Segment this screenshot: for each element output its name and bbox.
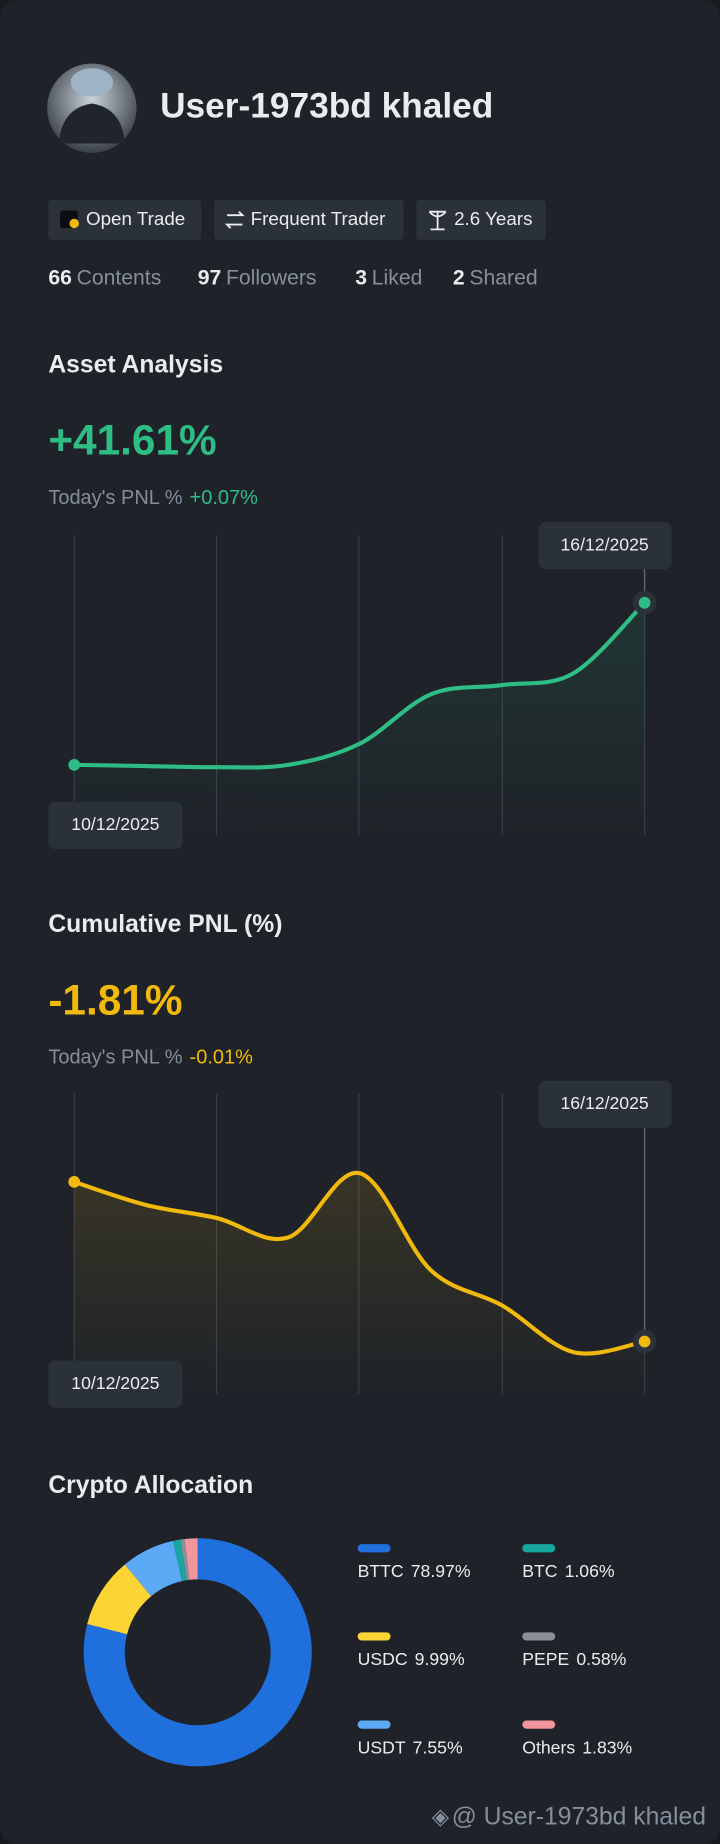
legend-value: 0.58% [576, 1649, 626, 1669]
legend-name: USDC [358, 1649, 408, 1669]
badge[interactable] [416, 199, 546, 240]
user-name: User-1973bd khaled [160, 87, 493, 126]
stat-label: Contents [77, 266, 162, 289]
legend-swatch [357, 1544, 391, 1553]
donut-segment [184, 1538, 199, 1580]
badge[interactable] [48, 199, 202, 240]
badge-label: Open Trade [86, 208, 185, 229]
headline-value: -1.81% [48, 976, 182, 1023]
date-label: 16/12/2025 [561, 534, 649, 554]
date-label: 10/12/2025 [71, 814, 159, 834]
today-label: Today's PNL % [48, 487, 182, 509]
date-tooltip [538, 522, 672, 570]
date-tooltip [48, 1360, 183, 1408]
line-area [74, 1172, 645, 1394]
section-title: Cumulative PNL (%) [48, 911, 282, 938]
date-tooltip [48, 802, 183, 850]
point [68, 758, 81, 771]
legend-name: USDT [358, 1737, 406, 1757]
date-label: 16/12/2025 [561, 1093, 649, 1113]
today-label: Today's PNL % [48, 1047, 182, 1069]
legend-value: 9.99% [415, 1649, 465, 1669]
legend-value: 78.97% [411, 1561, 471, 1581]
legend-name: PEPE [522, 1649, 569, 1669]
stat-count: 2 [453, 266, 465, 289]
date-tooltip [538, 1080, 672, 1128]
stat-count: 97 [198, 266, 222, 289]
point [638, 1335, 651, 1348]
section-title: Asset Analysis [48, 351, 223, 378]
badge-label: 2.6 Years [454, 208, 532, 229]
line [72, 600, 647, 770]
point [638, 596, 651, 609]
stat-label: Followers [226, 266, 317, 289]
donut-segment [83, 1538, 312, 1767]
legend-name: Others [522, 1737, 575, 1757]
footer-logo: ◈ [432, 1804, 449, 1829]
stat-label: Liked [372, 266, 423, 289]
date-label: 10/12/2025 [71, 1373, 159, 1393]
legend-value: 7.55% [413, 1737, 463, 1757]
legend-swatch [357, 1632, 391, 1641]
legend-name: BTC [522, 1561, 558, 1581]
donut-segment [124, 1540, 183, 1597]
legend-name: BTTC [358, 1561, 404, 1581]
stat-count: 66 [48, 266, 72, 289]
line [72, 1171, 647, 1356]
badge[interactable] [214, 199, 404, 240]
section-title: Crypto Allocation [48, 1472, 253, 1499]
badge-label: Frequent Trader [251, 208, 386, 229]
stat-label: Shared [469, 266, 537, 289]
footer-text: @ User-1973bd khaled [452, 1804, 706, 1831]
legend-value: 1.06% [565, 1561, 615, 1581]
point [68, 1176, 81, 1188]
legend-swatch [522, 1544, 556, 1553]
stat-count: 3 [355, 266, 367, 289]
headline-value: +41.61% [48, 417, 216, 464]
avatar[interactable] [47, 63, 137, 153]
today-value: -0.01% [190, 1047, 254, 1069]
legend-value: 1.83% [582, 1737, 632, 1757]
legend-swatch [522, 1632, 556, 1641]
legend-swatch [522, 1720, 556, 1729]
line-area [74, 602, 645, 835]
donut-segment [87, 1564, 152, 1635]
legend-swatch [357, 1720, 391, 1729]
today-value: +0.07% [190, 487, 259, 509]
donut-segment [173, 1539, 187, 1582]
